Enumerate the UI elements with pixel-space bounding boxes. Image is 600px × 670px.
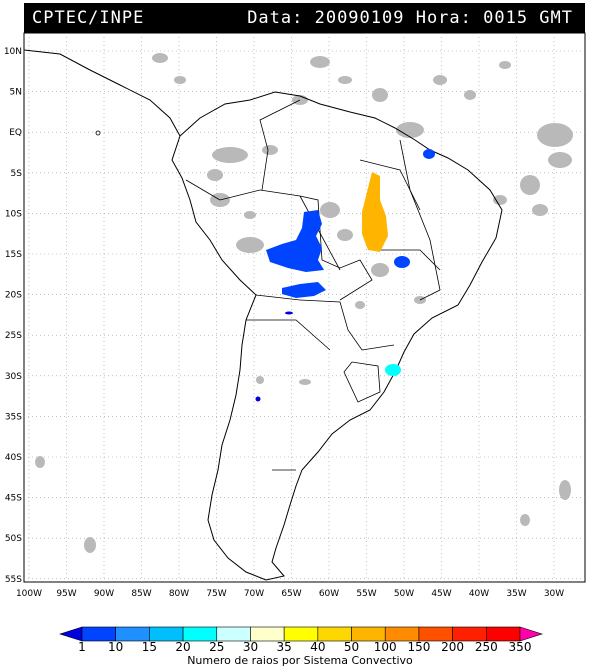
colorbar-bins: [59, 626, 543, 642]
colorbar: 1 10 15 20 25 30 35 40 50 100 150 200 250 350: [59, 626, 543, 654]
lightning-cell-small-b: [255, 396, 261, 402]
lat-tick-label: 5N: [10, 88, 22, 98]
colorbar-bin: [384, 626, 420, 642]
colorbar-bin: [250, 626, 285, 642]
lon-tick-label: 70W: [244, 589, 264, 599]
colorbar-label: 15: [142, 640, 157, 654]
colorbar-label: 150: [407, 640, 430, 654]
colorbar-bin: [115, 626, 150, 642]
colorbar-label: 1: [78, 640, 86, 654]
lon-tick-label: 50W: [394, 589, 414, 599]
lon-tick-label: 40W: [469, 589, 489, 599]
map-header: CPTEC/INPE Data: 20090109 Hora: 0015 GMT: [24, 3, 585, 33]
colorbar-label: 200: [441, 640, 464, 654]
colorbar-label: 25: [209, 640, 224, 654]
colorbar-label: 40: [310, 640, 325, 654]
lat-tick-label: 25S: [5, 331, 22, 341]
lat-tick-label: 40S: [5, 453, 22, 463]
lightning-cell-para-orange: [362, 172, 388, 252]
colorbar-bin: [149, 626, 184, 642]
lat-tick-label: 35S: [5, 412, 22, 422]
lat-tick-label: EQ: [9, 128, 22, 138]
colorbar-label: 100: [374, 640, 397, 654]
lat-tick-label: 5S: [11, 169, 23, 179]
datetime-label: Data: 20090109 Hora: 0015 GMT: [247, 8, 573, 28]
map-frame: [23, 32, 586, 583]
lat-tick-label: 10S: [5, 209, 22, 219]
lon-tick-label: 90W: [94, 589, 114, 599]
lon-tick-label: 30W: [544, 589, 564, 599]
colorbar-label: 250: [475, 640, 498, 654]
colorbar-bin: [486, 626, 521, 642]
colorbar-bin: [59, 626, 83, 642]
lon-tick-label: 65W: [281, 589, 301, 599]
continent-outline: [171, 91, 503, 581]
lightning-map: 10N 5N EQ 5S 10S 15S 20S 25S 30S 35S 40S 45S 50S 55S 1…: [4, 32, 586, 599]
lon-tick-label: 55W: [356, 589, 376, 599]
galapagos-islands: [95, 130, 101, 136]
lat-tick-label: 50S: [5, 534, 22, 544]
lon-tick-label: 85W: [131, 589, 151, 599]
lightning-cell-bolivia: [282, 282, 326, 298]
colorbar-label: 30: [243, 640, 258, 654]
lightning-cell-small-a: [285, 311, 293, 315]
colorbar-label: 35: [277, 640, 292, 654]
cloud-cover: [35, 53, 573, 553]
colorbar-bin: [81, 626, 116, 642]
lat-tick-label: 45S: [5, 494, 22, 504]
lat-tick-label: 20S: [5, 291, 22, 301]
lightning-cells: [255, 149, 435, 402]
lightning-cell-rio-grande-do-sul: [385, 364, 401, 376]
country-borders: [185, 99, 441, 471]
lightning-cell-maranhao: [423, 149, 435, 159]
lat-tick-label: 55S: [5, 575, 22, 585]
lon-tick-label: 35W: [506, 589, 526, 599]
lightning-cell-mato-grosso: [266, 210, 324, 272]
colorbar-labels: 1 10 15 20 25 30 35 40 50 100 150 200 250 350: [78, 640, 531, 654]
colorbar-bin: [418, 626, 453, 642]
colorbar-bin: [351, 626, 386, 642]
axis-labels: 10N 5N EQ 5S 10S 15S 20S 25S 30S 35S 40S 45S 50S 55S 1…: [4, 47, 564, 599]
colorbar-label: 50: [344, 640, 359, 654]
lat-tick-label: 15S: [5, 250, 22, 260]
colorbar-label: 20: [175, 640, 190, 654]
colorbar-bin: [317, 626, 352, 642]
lightning-cell-goias: [394, 256, 410, 268]
colorbar-title: Numero de raios por Sistema Convectivo: [187, 654, 413, 667]
source-label: CPTEC/INPE: [32, 8, 145, 28]
colorbar-bin: [452, 626, 487, 642]
lon-tick-label: 100W: [16, 589, 42, 599]
lon-tick-label: 60W: [319, 589, 339, 599]
lat-tick-label: 10N: [4, 47, 22, 57]
lon-tick-label: 75W: [206, 589, 226, 599]
colorbar-label: 350: [509, 640, 532, 654]
colorbar-bin: [216, 626, 251, 642]
central-america-outline: [23, 49, 181, 137]
lat-tick-label: 30S: [5, 372, 22, 382]
colorbar-bin: [283, 626, 319, 642]
colorbar-bin: [519, 626, 543, 642]
colorbar-bin: [182, 626, 218, 642]
lon-tick-label: 95W: [56, 589, 76, 599]
colorbar-label: 10: [108, 640, 123, 654]
lon-tick-label: 45W: [431, 589, 451, 599]
lon-tick-label: 80W: [169, 589, 189, 599]
